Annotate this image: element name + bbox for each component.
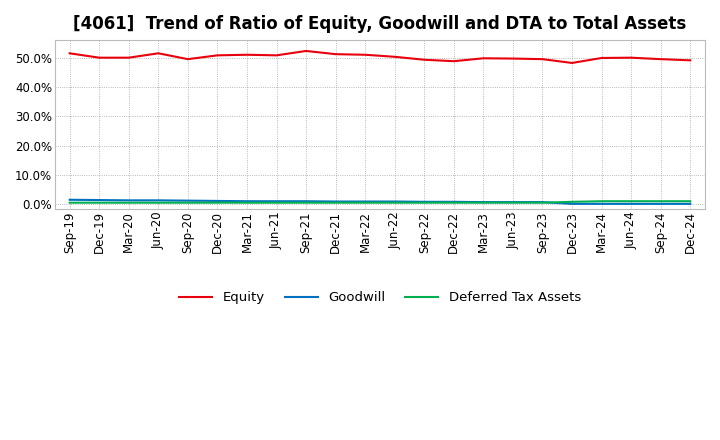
Equity bbox=[567, 60, 576, 66]
Title: [4061]  Trend of Ratio of Equity, Goodwill and DTA to Total Assets: [4061] Trend of Ratio of Equity, Goodwil… bbox=[73, 15, 687, 33]
Equity bbox=[390, 54, 399, 59]
Equity bbox=[66, 51, 74, 56]
Deferred Tax Assets bbox=[184, 200, 192, 205]
Goodwill bbox=[508, 199, 517, 205]
Line: Deferred Tax Assets: Deferred Tax Assets bbox=[70, 201, 690, 203]
Equity bbox=[361, 52, 369, 57]
Goodwill bbox=[95, 198, 104, 203]
Goodwill bbox=[420, 199, 428, 205]
Goodwill bbox=[184, 198, 192, 203]
Deferred Tax Assets bbox=[331, 200, 340, 205]
Goodwill bbox=[538, 199, 546, 205]
Deferred Tax Assets bbox=[449, 200, 458, 205]
Goodwill bbox=[686, 201, 695, 206]
Deferred Tax Assets bbox=[390, 200, 399, 205]
Equity bbox=[686, 58, 695, 63]
Equity bbox=[420, 57, 428, 62]
Deferred Tax Assets bbox=[95, 200, 104, 205]
Goodwill bbox=[272, 198, 281, 204]
Deferred Tax Assets bbox=[508, 200, 517, 205]
Deferred Tax Assets bbox=[598, 198, 606, 204]
Equity bbox=[598, 55, 606, 61]
Line: Goodwill: Goodwill bbox=[70, 200, 690, 204]
Deferred Tax Assets bbox=[125, 200, 133, 205]
Goodwill bbox=[598, 201, 606, 206]
Equity bbox=[508, 56, 517, 61]
Goodwill bbox=[243, 198, 251, 204]
Deferred Tax Assets bbox=[272, 200, 281, 205]
Equity bbox=[302, 48, 310, 54]
Equity bbox=[125, 55, 133, 60]
Line: Equity: Equity bbox=[70, 51, 690, 63]
Equity bbox=[95, 55, 104, 60]
Goodwill bbox=[331, 199, 340, 204]
Deferred Tax Assets bbox=[302, 200, 310, 205]
Deferred Tax Assets bbox=[154, 200, 163, 205]
Goodwill bbox=[479, 199, 487, 205]
Goodwill bbox=[390, 199, 399, 204]
Equity bbox=[331, 51, 340, 57]
Deferred Tax Assets bbox=[627, 198, 636, 204]
Goodwill bbox=[302, 198, 310, 204]
Deferred Tax Assets bbox=[479, 200, 487, 205]
Equity bbox=[449, 59, 458, 64]
Deferred Tax Assets bbox=[361, 200, 369, 205]
Goodwill bbox=[213, 198, 222, 204]
Equity bbox=[243, 52, 251, 57]
Equity bbox=[479, 55, 487, 61]
Equity bbox=[213, 53, 222, 58]
Deferred Tax Assets bbox=[66, 200, 74, 205]
Goodwill bbox=[66, 197, 74, 202]
Legend: Equity, Goodwill, Deferred Tax Assets: Equity, Goodwill, Deferred Tax Assets bbox=[174, 286, 586, 309]
Equity bbox=[627, 55, 636, 60]
Deferred Tax Assets bbox=[538, 200, 546, 205]
Deferred Tax Assets bbox=[686, 198, 695, 204]
Deferred Tax Assets bbox=[567, 199, 576, 205]
Goodwill bbox=[657, 201, 665, 206]
Equity bbox=[657, 56, 665, 62]
Equity bbox=[538, 56, 546, 62]
Equity bbox=[184, 56, 192, 62]
Deferred Tax Assets bbox=[420, 200, 428, 205]
Goodwill bbox=[361, 199, 369, 204]
Goodwill bbox=[449, 199, 458, 205]
Equity bbox=[272, 53, 281, 58]
Deferred Tax Assets bbox=[657, 198, 665, 204]
Equity bbox=[154, 51, 163, 56]
Goodwill bbox=[627, 201, 636, 206]
Deferred Tax Assets bbox=[243, 200, 251, 205]
Deferred Tax Assets bbox=[213, 200, 222, 205]
Goodwill bbox=[567, 201, 576, 206]
Goodwill bbox=[125, 198, 133, 203]
Goodwill bbox=[154, 198, 163, 203]
